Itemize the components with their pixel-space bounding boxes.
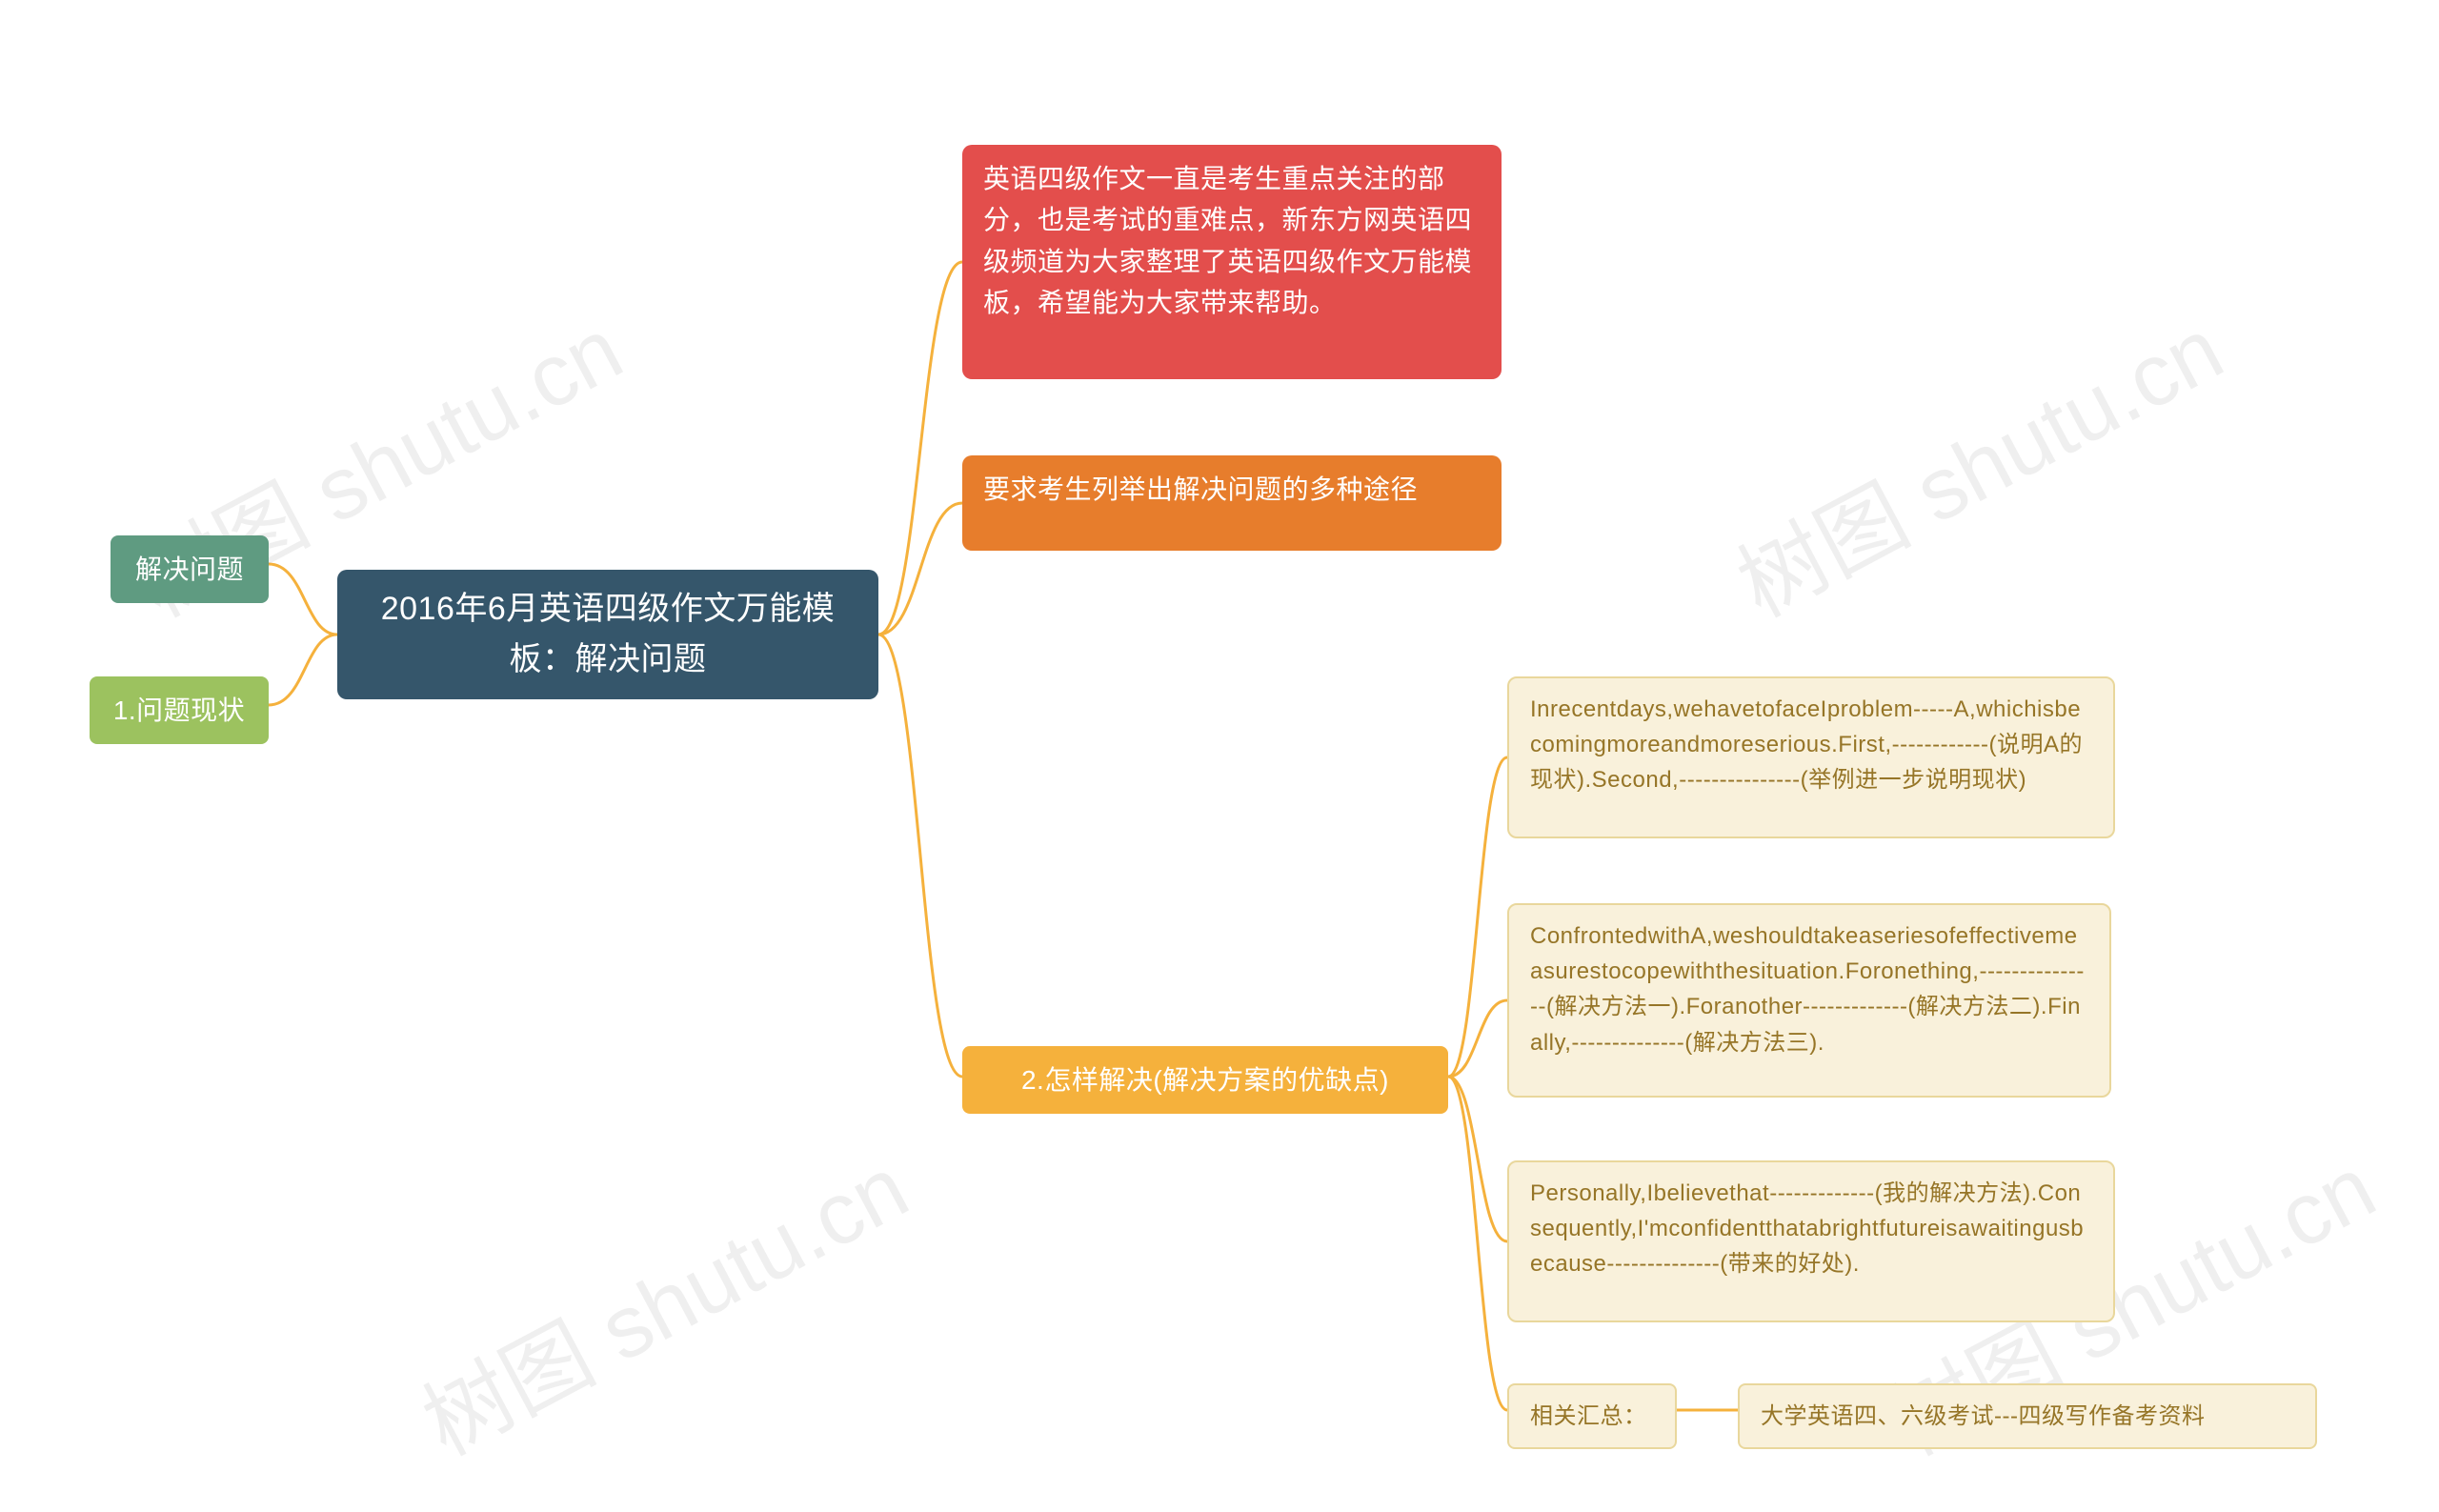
edge-root-leftbottom (269, 635, 337, 705)
watermark: 树图 shutu.cn (398, 1119, 927, 1480)
node-left-top: 解决问题 (111, 535, 269, 603)
node-left-bottom: 1.问题现状 (90, 676, 269, 744)
node-detail-4b: 大学英语四、六级考试---四级写作备考资料 (1738, 1383, 2317, 1449)
node-right-red: 英语四级作文一直是考生重点关注的部分，也是考试的重难点，新东方网英语四级频道为大… (962, 145, 1502, 379)
root-node: 2016年6月英语四级作文万能模板：解决问题 (337, 570, 878, 699)
edge-root-red (878, 262, 962, 635)
edge-yellow-d3 (1448, 1077, 1507, 1241)
edge-root-lefttop (269, 564, 337, 635)
edge-root-yellow (878, 635, 962, 1077)
node-right-yellow: 2.怎样解决(解决方案的优缺点) (962, 1046, 1448, 1114)
node-detail-4: 相关汇总： (1507, 1383, 1677, 1449)
edge-yellow-d1 (1448, 757, 1507, 1077)
edge-root-orange (878, 503, 962, 635)
node-detail-1: Inrecentdays,wehavetofaceIproblem-----A,… (1507, 676, 2115, 838)
node-detail-2: ConfrontedwithA,weshouldtakeaseriesofeff… (1507, 903, 2111, 1098)
watermark: 树图 shutu.cn (1713, 280, 2242, 641)
node-right-orange: 要求考生列举出解决问题的多种途径 (962, 455, 1502, 551)
edge-yellow-d4 (1448, 1077, 1507, 1410)
edge-yellow-d2 (1448, 1000, 1507, 1077)
node-detail-3: Personally,Ibelievethat-------------(我的解… (1507, 1160, 2115, 1322)
